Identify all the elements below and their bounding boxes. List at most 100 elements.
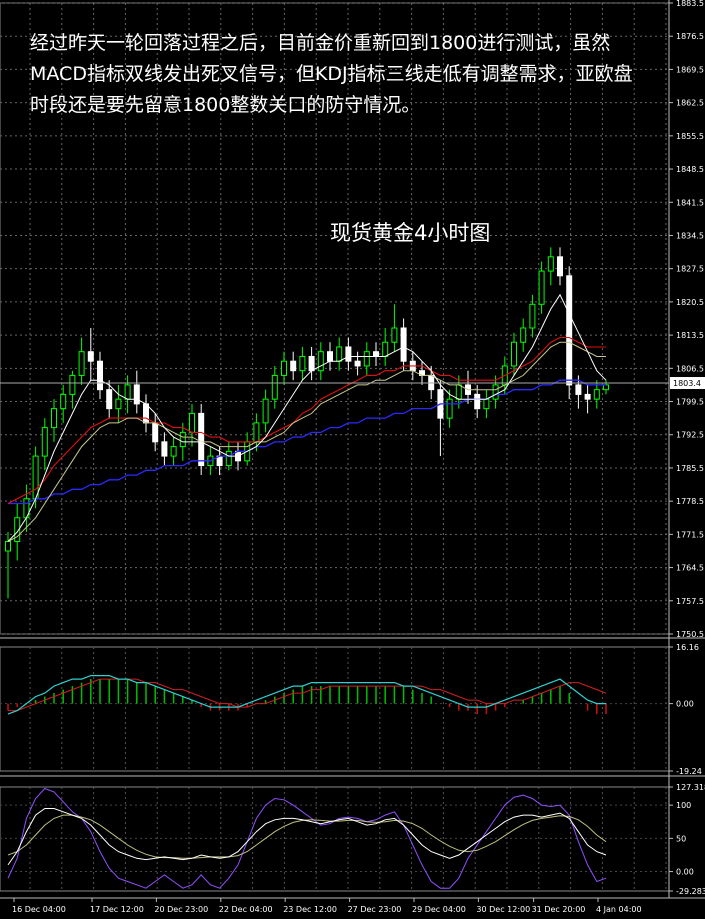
candle-body: [51, 408, 57, 429]
candle-body: [143, 403, 149, 424]
candle-body: [152, 422, 159, 443]
candle-body: [373, 351, 379, 357]
candle-body: [382, 341, 389, 357]
candle-body: [511, 341, 517, 367]
candle-body: [391, 327, 398, 343]
candle-body: [253, 422, 260, 443]
kdj-tick-label: 100: [676, 801, 691, 810]
candle-body: [308, 355, 315, 372]
candle-body: [446, 398, 453, 419]
chart-subtitle: 现货黄金4小时图: [330, 221, 491, 245]
candle-body: [520, 327, 527, 343]
candle-body: [492, 384, 499, 400]
price-tick-label: 1785.5: [676, 464, 704, 473]
candle-body: [179, 431, 186, 448]
candle-body: [566, 275, 573, 386]
kdj-tick-label: 0.00: [676, 868, 694, 877]
macd-signal-line: [8, 678, 607, 712]
price-tick-label: 1764.5: [676, 564, 704, 573]
candle-body: [354, 360, 361, 367]
macd-tick-label: -19.24: [676, 767, 702, 776]
price-tick-label: 1855.5: [676, 132, 704, 141]
candle-body: [483, 398, 490, 410]
current-price-box: [670, 377, 705, 390]
time-tick-label: 31 Dec 20:00: [532, 905, 586, 914]
price-tick-label: 1799.5: [676, 398, 704, 407]
candle-body: [529, 303, 536, 329]
current-price-label: 1803.4: [673, 379, 701, 388]
candle-body: [262, 398, 269, 424]
candle-body: [198, 412, 205, 467]
candle-body: [87, 351, 94, 362]
kdj-j-line: [7, 787, 607, 889]
moving-average-fast: [7, 293, 607, 542]
candle-body: [575, 384, 582, 395]
candle-body: [124, 384, 131, 400]
time-tick-label: 30 Dec 12:00: [476, 905, 530, 914]
kdj-panel-frame: [0, 786, 670, 892]
moving-average-mid: [7, 336, 606, 504]
candle-body: [32, 455, 39, 500]
kdj-tick-label: 50: [676, 834, 686, 843]
time-tick-label: 20 Dec 23:00: [154, 905, 208, 914]
candle-body: [225, 450, 232, 467]
macd-line: [7, 674, 606, 715]
candle-body: [345, 346, 352, 362]
candle-body: [538, 270, 545, 305]
candle-body: [97, 360, 103, 391]
candle-body: [106, 389, 113, 410]
price-tick-label: 1778.5: [676, 497, 704, 506]
time-tick-label: 4 Jan 04:00: [596, 905, 642, 914]
candle-body: [584, 393, 591, 400]
price-tick-label: 1841.5: [676, 198, 704, 207]
price-tick-label: 1820.5: [676, 298, 704, 307]
candle-body: [455, 384, 462, 400]
time-tick-label: 27 Dec 23:00: [348, 905, 402, 914]
candle-body: [69, 374, 76, 395]
price-tick-label: 1792.5: [676, 431, 704, 440]
candle-body: [161, 441, 168, 457]
macd-panel-frame: [0, 646, 670, 772]
candle-body: [317, 351, 324, 372]
price-tick-label: 1750.5: [676, 630, 704, 639]
candle-body: [336, 346, 343, 362]
price-tick-label: 1869.5: [676, 65, 704, 74]
moving-average-slow: [8, 379, 606, 505]
time-tick-label: 16 Dec 04:00: [12, 905, 66, 914]
candle-body: [271, 374, 278, 400]
price-tick-label: 1806.5: [676, 364, 704, 373]
price-tick-label: 1862.5: [676, 99, 704, 108]
price-tick-label: 1834.5: [676, 231, 704, 240]
macd-tick-label: 0.00: [676, 700, 694, 709]
candle-body: [363, 351, 370, 367]
price-tick-label: 1771.5: [676, 530, 704, 539]
candle-body: [41, 427, 48, 457]
macd-tick-label: 16.16: [676, 643, 699, 652]
candle-body: [133, 384, 140, 405]
candle-body: [557, 256, 563, 277]
candle-body: [14, 517, 21, 542]
analysis-annotation: 经过昨天一轮回落过程之后，目前金价重新回到1800进行测试，虽然MACD指标双线…: [30, 32, 633, 116]
candle-body: [78, 351, 85, 376]
candle-body: [593, 389, 600, 400]
kdj-d-line: [7, 814, 607, 859]
candle-body: [400, 327, 407, 362]
candle-body: [5, 540, 11, 552]
candle-body: [60, 393, 67, 410]
kdj-tick-label: 127.318: [676, 783, 705, 792]
time-tick-label: 23 Dec 12:00: [283, 905, 337, 914]
candle-body: [603, 384, 609, 391]
candle-body: [115, 398, 122, 410]
candle-body: [299, 355, 306, 372]
candle-body: [189, 412, 195, 433]
candle-body: [327, 351, 333, 362]
time-tick-label: 17 Dec 12:00: [90, 905, 144, 914]
price-tick-label: 1813.5: [676, 331, 704, 340]
price-tick-label: 1883.5: [676, 0, 704, 8]
price-tick-label: 1757.5: [676, 597, 704, 606]
candle-body: [474, 393, 481, 410]
candle-body: [290, 360, 297, 372]
candle-body: [281, 360, 287, 376]
price-tick-label: 1848.5: [676, 165, 704, 174]
